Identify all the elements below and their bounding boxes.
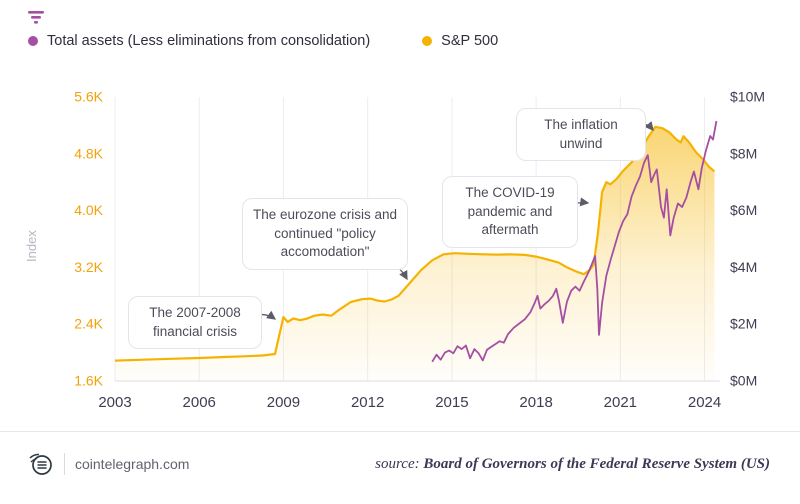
total-assets-dot-icon	[28, 36, 38, 46]
annotation-inflation-unwind: The inflation unwind	[516, 108, 646, 162]
svg-text:5.6K: 5.6K	[74, 89, 103, 105]
x-axis-labels: 2003 2006 2009 2012 2015 2018 2021 2024	[98, 394, 721, 411]
svg-text:2006: 2006	[183, 394, 216, 411]
annotation-financial-crisis: The 2007-2008 financial crisis	[128, 296, 262, 350]
svg-text:2012: 2012	[351, 394, 384, 411]
brand-separator	[64, 453, 65, 475]
svg-text:$4M: $4M	[730, 259, 757, 275]
svg-text:1.6K: 1.6K	[74, 373, 103, 389]
svg-text:2003: 2003	[98, 394, 131, 411]
total-assets-line	[431, 120, 718, 363]
footer-divider	[0, 431, 800, 432]
legend-label-total-assets: Total assets (Less eliminations from con…	[47, 33, 371, 49]
svg-text:2018: 2018	[519, 394, 552, 411]
svg-text:$6M: $6M	[730, 202, 757, 218]
svg-text:2015: 2015	[435, 394, 468, 411]
source-text: Board of Governors of the Federal Reserv…	[423, 455, 770, 472]
svg-text:4.8K: 4.8K	[74, 145, 103, 161]
brand-text[interactable]: cointelegraph.com	[75, 456, 190, 472]
legend-label-sp500: S&P 500	[441, 33, 499, 49]
cointelegraph-logo-icon	[29, 453, 52, 475]
legend-item-sp500: S&P 500	[422, 33, 498, 49]
chart-legend: Total assets (Less eliminations from con…	[28, 33, 498, 49]
svg-text:2024: 2024	[688, 394, 721, 411]
svg-text:$2M: $2M	[730, 316, 757, 332]
svg-text:4.0K: 4.0K	[74, 202, 103, 218]
footer: cointelegraph.com source: Board of Gover…	[28, 443, 770, 485]
annotation-covid-pandemic: The COVID-19 pandemic and aftermath	[442, 176, 578, 248]
filter-icon[interactable]	[26, 8, 46, 26]
annotation-eurozone-crisis: The eurozone crisis and continued "polic…	[242, 198, 408, 270]
brand[interactable]: cointelegraph.com	[28, 451, 189, 477]
svg-text:$8M: $8M	[730, 145, 757, 161]
svg-text:$10M: $10M	[730, 89, 765, 105]
svg-text:3.2K: 3.2K	[74, 259, 103, 275]
annotation-text: The eurozone crisis and continued "polic…	[252, 207, 398, 260]
source-attribution: source: Board of Governors of the Federa…	[375, 456, 770, 473]
legend-item-total-assets: Total assets (Less eliminations from con…	[28, 33, 370, 49]
source-label: source:	[375, 455, 420, 472]
right-axis-labels: $0M $2M $4M $6M $8M $10M	[730, 89, 765, 389]
svg-text:2.4K: 2.4K	[74, 316, 103, 332]
left-axis-title: Index	[24, 230, 39, 262]
svg-text:$0M: $0M	[730, 373, 757, 389]
left-axis-labels: 1.6K 2.4K 3.2K 4.0K 4.8K 5.6K	[74, 89, 103, 389]
svg-text:2021: 2021	[604, 394, 637, 411]
annotation-text: The inflation unwind	[544, 117, 618, 151]
svg-text:2009: 2009	[267, 394, 300, 411]
annotation-text: The COVID-19 pandemic and aftermath	[465, 185, 555, 238]
sp500-dot-icon	[422, 36, 433, 46]
annotation-text: The 2007-2008 financial crisis	[149, 305, 241, 339]
